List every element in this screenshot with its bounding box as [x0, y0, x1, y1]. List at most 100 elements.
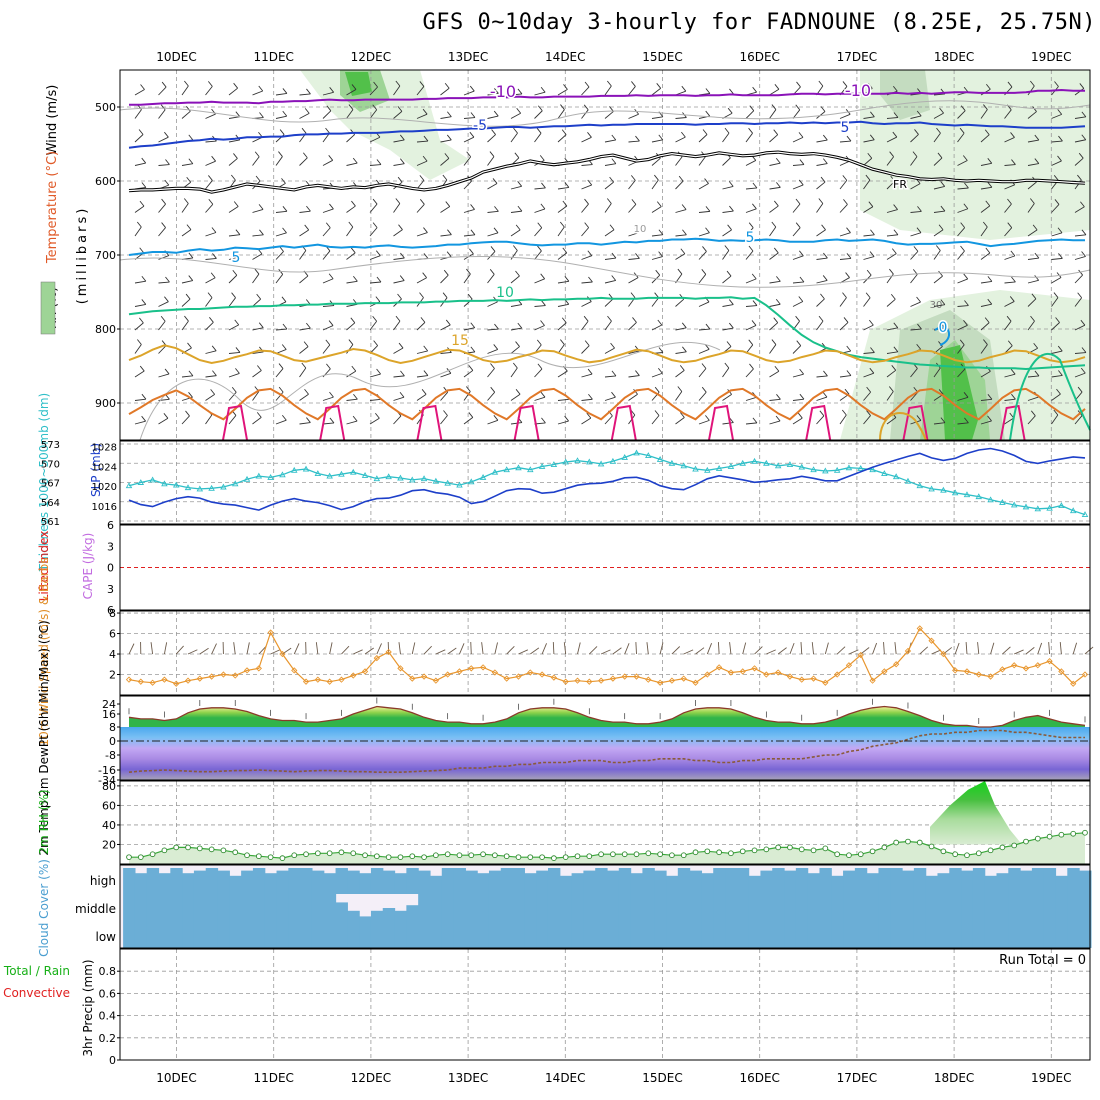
wind-barb-flag: [846, 135, 852, 142]
wind-barb: [1074, 88, 1085, 96]
wind-barb: [1027, 396, 1039, 401]
wind-barb-flag: [724, 362, 730, 369]
thickness-point: [739, 459, 746, 466]
thickness-point: [774, 462, 782, 469]
wind-barb-flag: [681, 322, 687, 329]
wind-barb-flag: [893, 322, 899, 329]
slp-tick-label: 1024: [92, 462, 117, 473]
rh-point: [657, 851, 663, 858]
wind-speed-point: [810, 675, 817, 682]
wind-barb-flag: [421, 389, 427, 395]
rh-point: [940, 848, 947, 855]
wind-barb: [698, 134, 708, 143]
cloud-bar-low: [170, 922, 183, 948]
wind-barb: [275, 232, 287, 237]
wind-barb: [839, 257, 851, 260]
wind-barb-flag: [752, 417, 758, 424]
cloud-bar-high: [276, 870, 289, 894]
wind-barb-flag: [891, 248, 897, 254]
rh-point: [279, 855, 286, 861]
rh-point: [303, 851, 309, 858]
thickness-point: [963, 491, 971, 498]
contour-label: FR: [893, 178, 907, 191]
wind-barb: [228, 274, 238, 284]
wind-barb: [134, 134, 144, 143]
wind-barb-flag: [798, 179, 804, 186]
wind-barb: [440, 206, 451, 213]
wind-speed-point: [881, 668, 888, 675]
rh-point: [326, 850, 333, 857]
thickness-tick-label: 561: [41, 517, 60, 528]
wind-barb: [1027, 375, 1039, 378]
cloud-bar-high: [618, 868, 632, 894]
cloud-bar-low: [524, 922, 537, 948]
wind-barb-flag: [304, 108, 310, 114]
wind-barb-flag: [820, 293, 825, 300]
rh-point: [633, 851, 640, 858]
cloud-bar-high: [146, 868, 160, 894]
wind-barb-flag: [635, 370, 640, 376]
wind-barb: [1074, 256, 1086, 260]
wind-barb: [346, 134, 355, 143]
cloud-bar-low: [772, 922, 785, 948]
temp-contour-20: [128, 387, 1086, 421]
wind-barb: [463, 209, 475, 213]
wind-barb: [158, 281, 170, 284]
cloud-bar-high: [170, 868, 183, 894]
cloud-bar-high: [972, 868, 986, 894]
wind-barb-flag: [680, 412, 685, 418]
rh-point: [362, 852, 368, 859]
wind-barb-flag: [1034, 370, 1040, 377]
li-tick-label: 3: [107, 583, 114, 596]
wind-barb-flag: [940, 299, 946, 305]
cloud-bar-low: [571, 922, 584, 948]
wind-barb: [651, 179, 659, 190]
wind-barb-flag: [677, 268, 683, 275]
pressure-tick-label: 500: [95, 101, 116, 114]
wind-speed-point: [786, 673, 794, 680]
wind-barb: [910, 232, 922, 237]
wind-barb: [863, 372, 874, 378]
date-label-bottom: 12DEC: [351, 1071, 391, 1085]
wind-barb-flag: [306, 88, 311, 95]
wind-barb-flag: [230, 174, 236, 181]
wind-barb-flag: [139, 247, 145, 254]
wind-barb: [839, 140, 851, 143]
temp-contour-25: [513, 404, 540, 441]
cloud-bar-high: [736, 868, 750, 894]
wind-barb: [604, 298, 614, 307]
wind-barb: [816, 111, 826, 119]
wind-barb: [1027, 203, 1035, 213]
wind-speed-point: [621, 673, 628, 680]
wind-barb: [369, 373, 381, 378]
wind-barb: [487, 232, 499, 237]
wind-barb-flag: [751, 273, 757, 280]
cloud-bar-low: [878, 922, 891, 948]
wind-barb-flag: [212, 370, 217, 376]
wind-barb-flag: [138, 129, 144, 135]
wind-barb: [910, 328, 922, 331]
surface-wind-barb: [1059, 642, 1062, 655]
cloud-bar-low: [819, 922, 832, 948]
cloud-bar-middle: [748, 894, 762, 922]
cloud-bar-low: [902, 922, 915, 948]
wind-barb: [628, 86, 636, 96]
cloud-bar-high: [441, 868, 455, 894]
wind-barb: [722, 393, 732, 401]
wind-barb-flag: [964, 182, 969, 189]
wind-barb: [1051, 204, 1060, 213]
wind-barb: [1027, 257, 1039, 260]
temp-contour-25: [999, 404, 1026, 441]
wind-barb: [416, 204, 425, 213]
wind-barb: [816, 396, 828, 401]
wind-barb: [158, 373, 170, 378]
wind-barb-flag: [705, 415, 710, 421]
temp-contour-25: [222, 404, 248, 441]
wind-barb-flag: [141, 299, 147, 305]
wind-barb-flag: [702, 246, 707, 252]
wind-barb-flag: [984, 317, 990, 323]
wind-barb: [886, 417, 897, 425]
rh-point: [1046, 833, 1053, 840]
wind-barb: [275, 115, 287, 119]
wind-barb: [910, 368, 918, 378]
